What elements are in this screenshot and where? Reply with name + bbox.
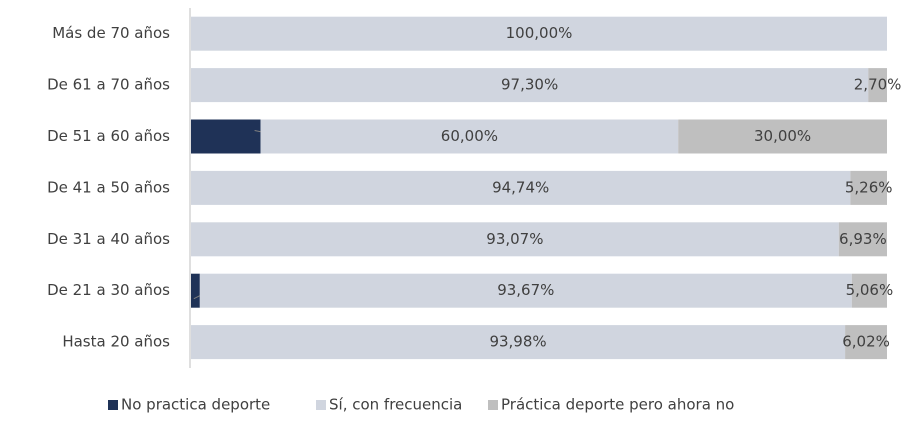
bar-segment bbox=[260, 119, 679, 154]
bar-segment bbox=[838, 222, 887, 257]
legend-swatch bbox=[108, 400, 118, 410]
bar-segment bbox=[191, 273, 200, 308]
y-tick-label: De 61 a 70 años bbox=[47, 76, 170, 94]
y-tick-label: Hasta 20 años bbox=[62, 333, 170, 351]
bar-segment bbox=[850, 170, 887, 205]
data-label: 6,93% bbox=[839, 230, 887, 248]
bar-segment bbox=[199, 273, 852, 308]
bar-segment bbox=[845, 325, 887, 360]
y-tick-label: De 41 a 50 años bbox=[47, 178, 170, 196]
y-tick-label: De 51 a 60 años bbox=[47, 127, 170, 145]
data-label: 93,07% bbox=[486, 230, 543, 248]
data-label: 93,67% bbox=[497, 281, 554, 299]
legend-label: Práctica deporte pero ahora no bbox=[501, 396, 734, 414]
bar-segment bbox=[191, 222, 839, 257]
y-tick-label: De 21 a 30 años bbox=[47, 281, 170, 299]
legend-swatch bbox=[316, 400, 326, 410]
legend-swatch bbox=[488, 400, 498, 410]
bar-segment bbox=[191, 325, 846, 360]
y-tick-label: Más de 70 años bbox=[52, 24, 170, 42]
data-label: 30,00% bbox=[754, 127, 811, 145]
data-label: 5,26% bbox=[845, 178, 893, 196]
bar-segment bbox=[191, 68, 869, 103]
data-label: 2,70% bbox=[854, 76, 902, 94]
y-tick-label: De 31 a 40 años bbox=[47, 230, 170, 248]
data-label: 97,30% bbox=[501, 76, 558, 94]
bar-segment bbox=[868, 68, 887, 103]
data-label: 100,00% bbox=[506, 24, 573, 42]
legend-label: No practica deporte bbox=[121, 396, 270, 414]
legend-label: Sí, con frecuencia bbox=[329, 396, 462, 414]
bar-segment bbox=[191, 119, 261, 154]
bar-segment bbox=[191, 16, 887, 51]
data-label: 60,00% bbox=[441, 127, 498, 145]
data-label: 94,74% bbox=[492, 178, 549, 196]
data-label: 6,02% bbox=[842, 333, 890, 351]
bar-segment bbox=[191, 170, 851, 205]
data-label: 93,98% bbox=[489, 333, 546, 351]
bar-segment bbox=[851, 273, 887, 308]
data-label: 5,06% bbox=[846, 281, 894, 299]
bar-segment bbox=[678, 119, 887, 154]
